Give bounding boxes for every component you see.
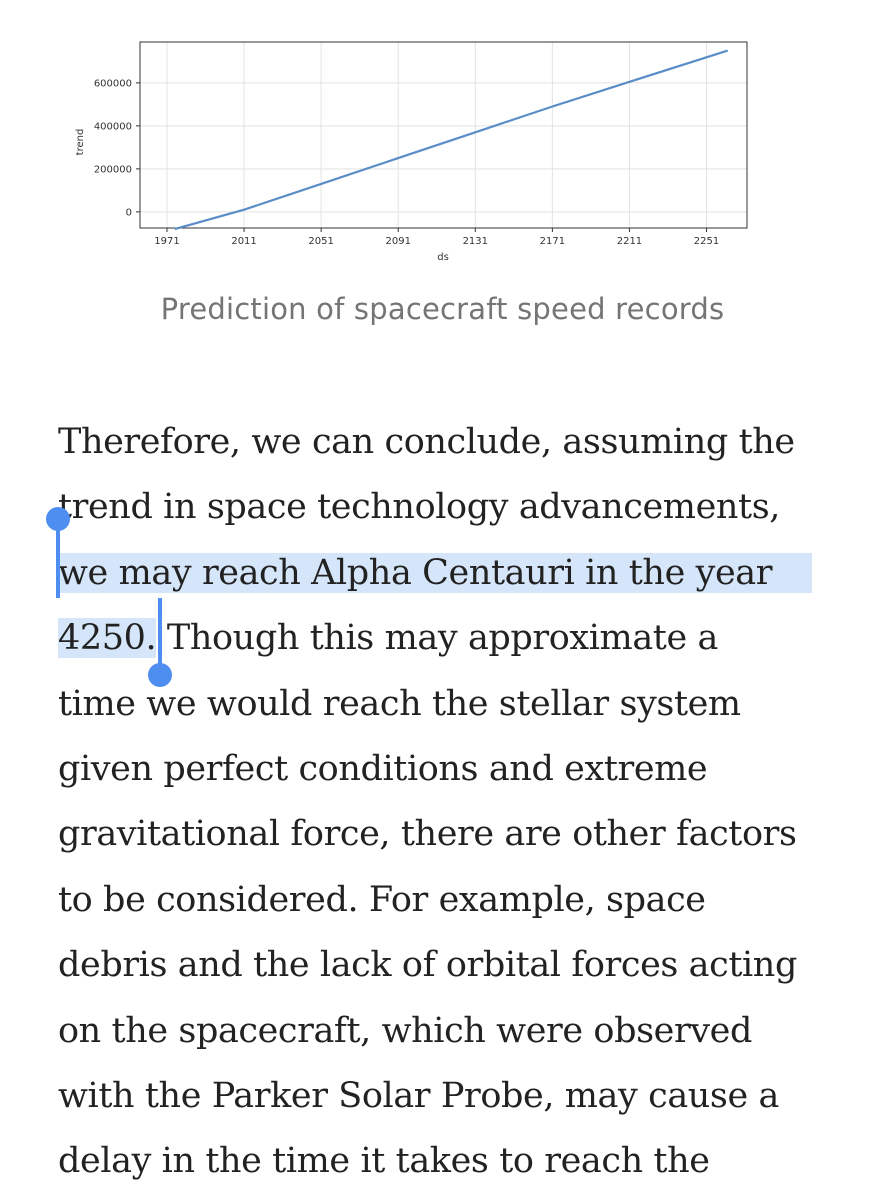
x-tick-label: 2131 bbox=[463, 236, 488, 247]
selection-start-stem bbox=[56, 522, 60, 598]
y-tick-label: 0 bbox=[126, 207, 132, 218]
line-text: given perfect conditions and extreme bbox=[58, 748, 708, 789]
y-tick-label: 600000 bbox=[94, 78, 132, 89]
article-paragraph[interactable]: Therefore, we can conclude, assuming the… bbox=[58, 410, 858, 1195]
line-text: trend in space technology advancements, bbox=[58, 487, 780, 528]
line-text: time we would reach the stellar system bbox=[58, 683, 741, 724]
article-line: trend in space technology advancements, bbox=[58, 475, 858, 540]
line-text: on the spacecraft, which were observed bbox=[58, 1010, 752, 1051]
article-line: time we would reach the stellar system bbox=[58, 672, 858, 737]
x-axis-ticks: 1971 2011 2051 2091 2131 2171 2211 2251 bbox=[154, 228, 719, 247]
line-text: with the Parker Solar Probe, may cause a bbox=[58, 1075, 779, 1116]
trend-series-line bbox=[174, 49, 729, 231]
x-tick-label: 2091 bbox=[385, 236, 410, 247]
line-text: debris and the lack of orbital forces ac… bbox=[58, 945, 797, 986]
article-line: gravitational force, there are other fac… bbox=[58, 802, 858, 867]
x-tick-label: 2251 bbox=[694, 236, 719, 247]
article-line: delay in the time it takes to reach the bbox=[58, 1129, 858, 1194]
article-line: debris and the lack of orbital forces ac… bbox=[58, 933, 858, 998]
figure-caption: Prediction of spacecraft speed records bbox=[160, 292, 725, 326]
x-tick-label: 1971 bbox=[154, 236, 179, 247]
y-axis-label: trend bbox=[75, 129, 86, 156]
line-text: to be considered. For example, space bbox=[58, 879, 706, 920]
trend-chart: 1971 2011 2051 2091 2131 2171 2211 2251 0 200000… bbox=[75, 41, 748, 263]
article-line: given perfect conditions and extreme bbox=[58, 737, 858, 802]
x-tick-label: 2171 bbox=[540, 236, 565, 247]
x-tick-label: 2211 bbox=[617, 236, 642, 247]
article-line: Therefore, we can conclude, assuming the bbox=[58, 410, 858, 475]
article-line: 4250. Though this may approximate a bbox=[58, 606, 858, 671]
line-text: gravitational force, there are other fac… bbox=[58, 814, 797, 855]
plot-area bbox=[139, 41, 748, 229]
line-text: Therefore, we can conclude, assuming the bbox=[58, 422, 795, 462]
article-line: on the spacecraft, which were observed bbox=[58, 999, 858, 1064]
line-text: Though this may approximate a bbox=[156, 618, 718, 659]
selection-end-stem bbox=[158, 598, 162, 668]
x-tick-label: 2051 bbox=[308, 236, 333, 247]
line-text: delay in the time it takes to reach the bbox=[58, 1141, 710, 1182]
chart-grid bbox=[140, 42, 747, 228]
selected-text[interactable]: 4250. bbox=[58, 618, 157, 659]
article-line: with the Parker Solar Probe, may cause a bbox=[58, 1064, 858, 1129]
selection-end-handle[interactable] bbox=[148, 663, 172, 687]
y-tick-label: 200000 bbox=[94, 164, 132, 175]
y-axis-ticks: 0 200000 400000 600000 bbox=[94, 78, 140, 218]
x-axis-label: ds bbox=[437, 252, 449, 263]
selected-text[interactable]: we may reach Alpha Centauri in the year bbox=[58, 552, 813, 593]
article-line: we may reach Alpha Centauri in the year bbox=[58, 541, 858, 606]
x-tick-label: 2011 bbox=[231, 236, 256, 247]
y-tick-label: 400000 bbox=[94, 121, 132, 132]
article-line: to be considered. For example, space bbox=[58, 868, 858, 933]
